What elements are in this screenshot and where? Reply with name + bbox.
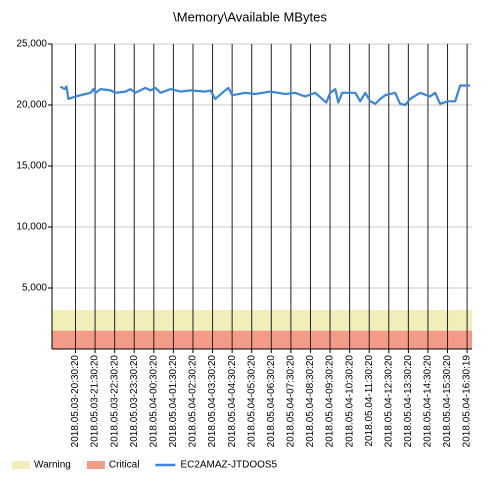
x-tick-label: 2018.05.04-01:30:20 <box>168 355 179 448</box>
legend-label: Warning <box>34 460 71 471</box>
legend-label: EC2AMAZ-JTDOOS5 <box>180 460 277 471</box>
x-tick-label: 2018.05.04-07:30:20 <box>286 355 297 448</box>
x-tick-label: 2018.05.04-02:30:20 <box>188 355 199 448</box>
y-tick-label: 15,000 <box>16 161 47 172</box>
x-tick-label: 2018.05.04-12:30:20 <box>383 355 394 448</box>
x-tick-label: 2018.05.03-21:30:20 <box>90 355 101 448</box>
legend-label: Critical <box>109 460 140 471</box>
y-tick-label: 25,000 <box>16 39 47 50</box>
x-tick-label: 2018.05.04-13:30:20 <box>403 355 414 448</box>
legend-swatch <box>12 461 30 469</box>
y-tick-label: 20,000 <box>16 100 47 111</box>
x-tick-label: 2018.05.04-16:30:19 <box>462 355 473 448</box>
x-tick-label: 2018.05.04-15:30:20 <box>442 355 453 448</box>
x-tick-label: 2018.05.04-08:30:20 <box>305 355 316 448</box>
x-tick-label: 2018.05.03-22:30:20 <box>109 355 120 448</box>
legend-swatch <box>86 461 105 469</box>
x-tick-label: 2018.05.04-06:30:20 <box>266 355 277 448</box>
x-tick-label: 2018.05.04-14:30:20 <box>423 355 434 448</box>
threshold-band <box>52 309 472 331</box>
x-tick-label: 2018.05.04-11:30:20 <box>364 355 375 447</box>
x-tick-label: 2018.05.04-03:30:20 <box>207 355 218 448</box>
x-tick-label: 2018.05.04-00:30:20 <box>148 355 159 448</box>
series-line <box>59 84 470 107</box>
x-tick-label: 2018.05.03-20:30:20 <box>70 355 81 448</box>
y-tick-label: 5,000 <box>22 283 47 294</box>
x-tick-label: 2018.05.04-09:30:20 <box>325 355 336 448</box>
x-tick-label: 2018.05.03-23:30:20 <box>129 355 140 448</box>
threshold-band <box>52 330 472 349</box>
x-tick-label: 2018.05.04-04:30:20 <box>227 355 238 448</box>
y-tick-label: 10,000 <box>16 222 47 233</box>
x-tick-label: 2018.05.04-05:30:20 <box>246 355 257 448</box>
chart-title: \Memory\Available MBytes <box>173 9 327 24</box>
x-tick-label: 2018.05.04-10:30:20 <box>344 355 355 448</box>
